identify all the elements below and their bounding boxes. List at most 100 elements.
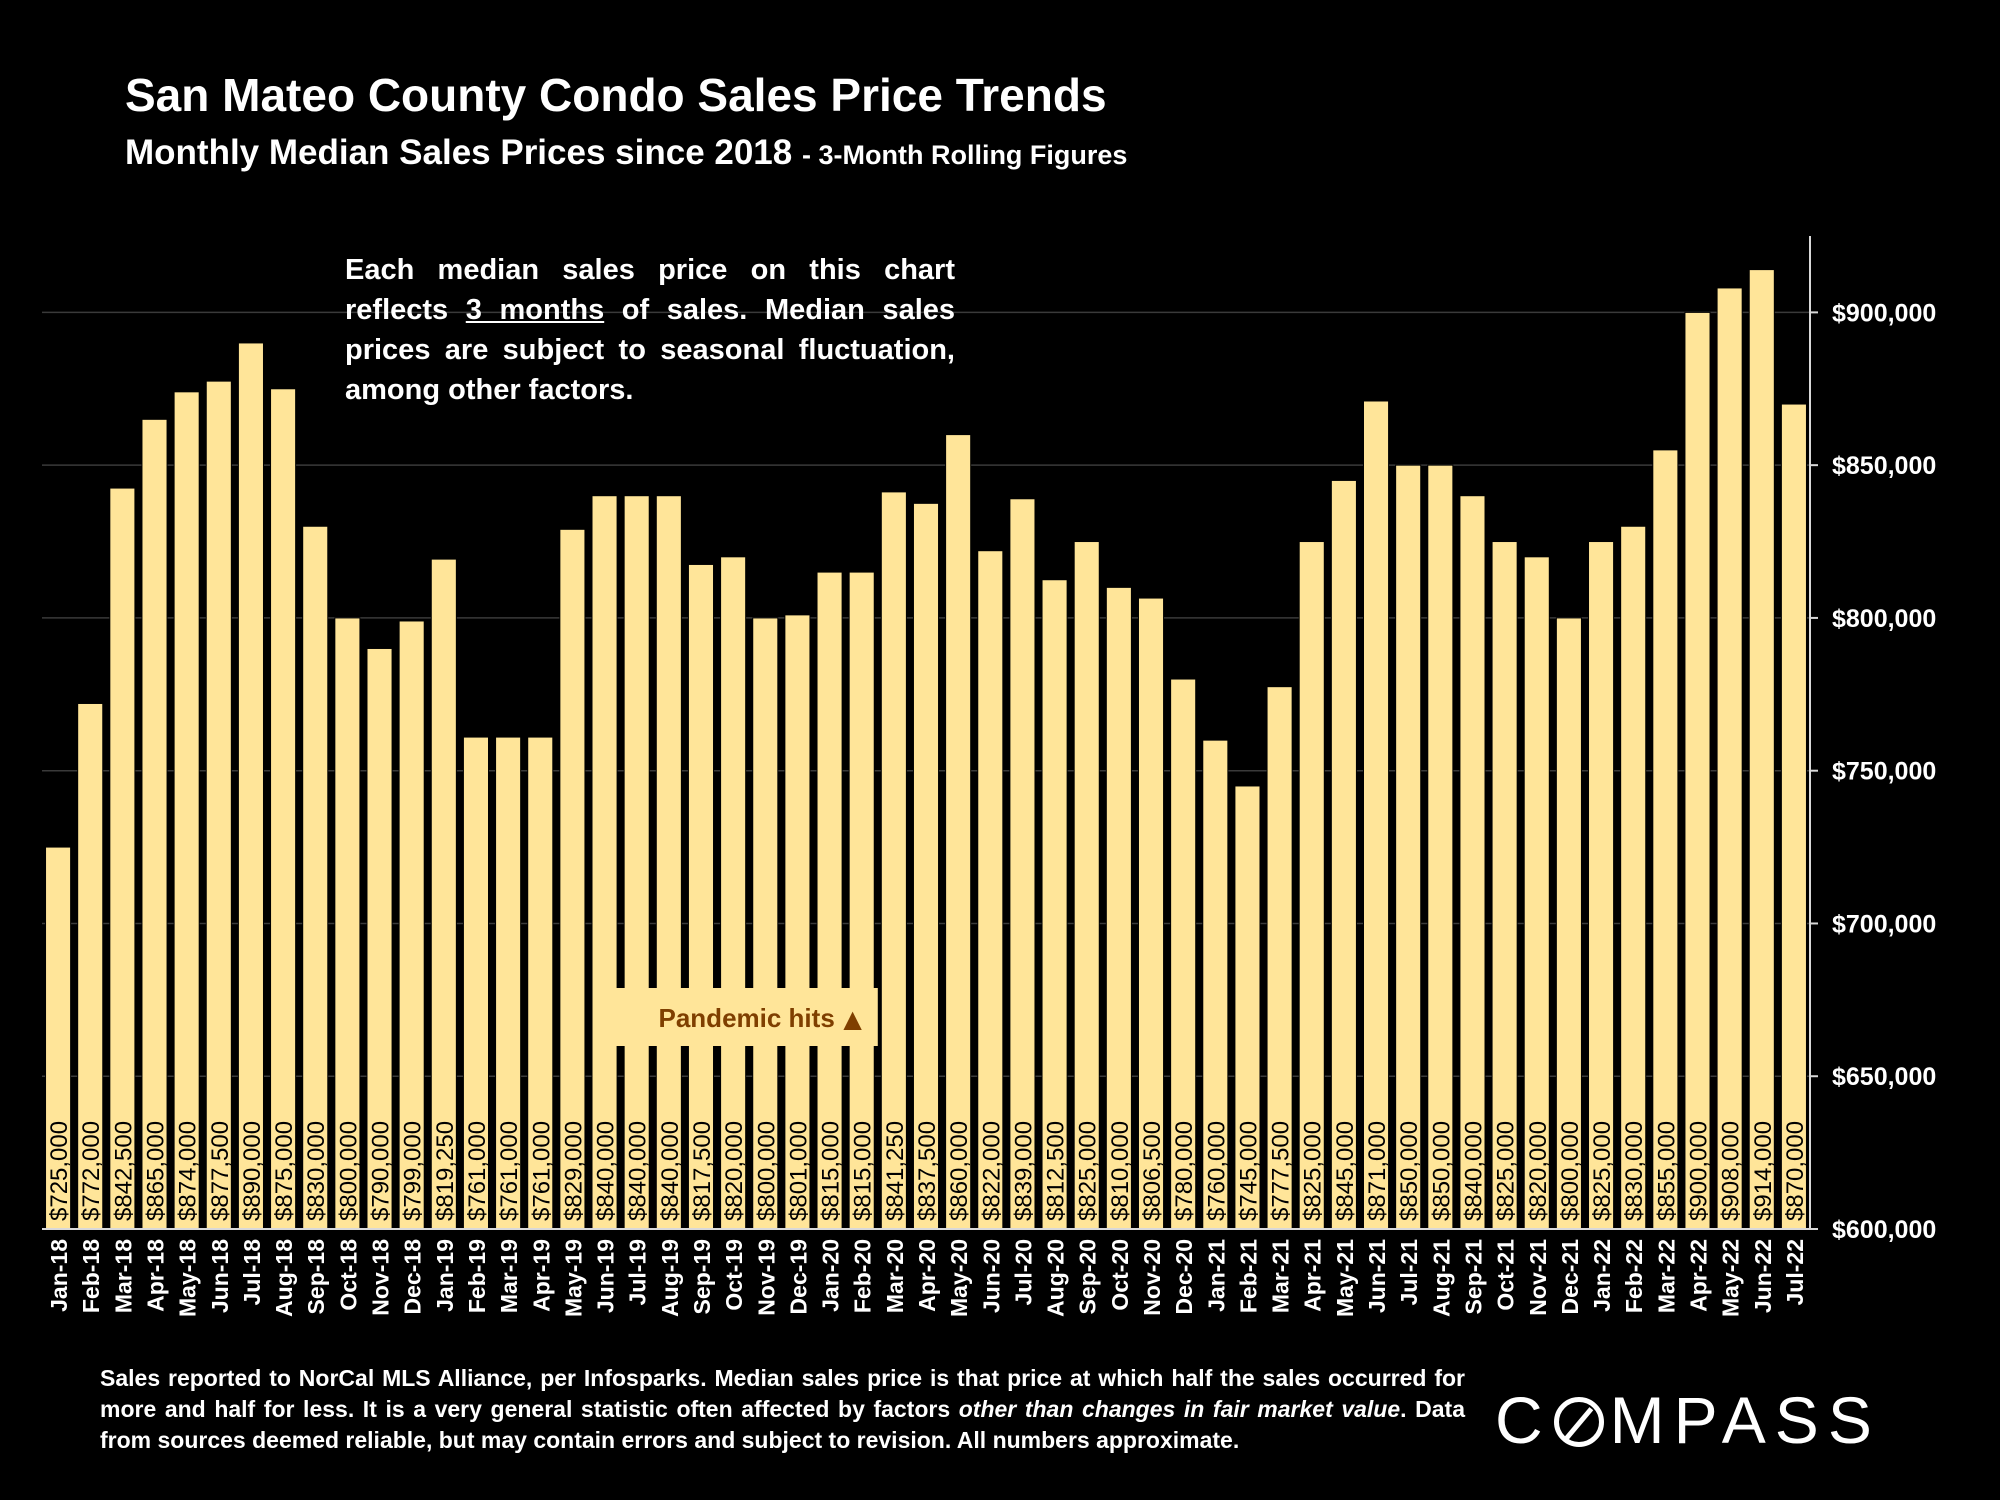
bar-value-label: $761,000	[464, 1121, 491, 1221]
subtitle-suffix: - 3-Month Rolling Figures	[801, 140, 1128, 170]
bar-value-label: $745,000	[1235, 1121, 1262, 1221]
annotation-group: Pandemic hits ▲	[614, 988, 878, 1046]
bar	[1652, 449, 1679, 1230]
bar	[784, 614, 811, 1230]
source-footnote: Sales reported to NorCal MLS Alliance, p…	[100, 1363, 1465, 1456]
x-tick-label: Nov-20	[1139, 1239, 1165, 1316]
axes: $600,000 $650,000 $700,000 $750,000 $800,000…	[42, 236, 1936, 1317]
bar-value-label: $837,500	[914, 1121, 941, 1221]
note-text-1: Each median sales price on this chart re…	[345, 254, 955, 326]
note-text-2: of sales. Median sales prices are subjec…	[345, 294, 956, 406]
y-tick-label: $800,000	[1832, 605, 1936, 633]
bar-value-label: $877,500	[207, 1121, 234, 1221]
x-tick-label: Aug-18	[271, 1239, 297, 1317]
bar	[334, 617, 361, 1230]
bar-value-label: $800,000	[335, 1121, 362, 1221]
bar-value-label: $800,000	[1557, 1121, 1584, 1221]
annotation-box	[614, 988, 878, 1046]
footnote-text-2: . Data from sources deemed reliable, but…	[100, 1396, 1465, 1453]
footnote-italic: other than changes in fair market value	[958, 1396, 1401, 1422]
bar-value-label: $890,000	[239, 1121, 266, 1221]
bar	[1684, 311, 1711, 1230]
x-tick-label: Jun-21	[1364, 1239, 1390, 1313]
x-tick-label: Sep-18	[303, 1239, 329, 1315]
x-tick-label: Oct-18	[335, 1239, 361, 1311]
bar	[720, 556, 747, 1230]
bar-value-label: $801,000	[785, 1121, 812, 1221]
bar	[1748, 269, 1775, 1230]
x-tick-label: May-18	[175, 1239, 201, 1317]
x-tick-label: May-20	[946, 1239, 972, 1317]
x-tick-label: Jul-18	[239, 1239, 265, 1306]
bar	[1298, 541, 1325, 1230]
x-tick-label: Apr-21	[1300, 1239, 1326, 1312]
x-tick-label: Nov-21	[1525, 1239, 1551, 1316]
bar-value-label: $780,000	[1171, 1121, 1198, 1221]
bar-value-label: $850,000	[1428, 1121, 1455, 1221]
bar	[1041, 579, 1068, 1230]
bar	[77, 702, 104, 1230]
logo-text-start: C	[1495, 1383, 1552, 1457]
x-tick-label: Jul-21	[1396, 1239, 1422, 1306]
bar	[1202, 739, 1229, 1230]
bar	[237, 342, 264, 1230]
bar-value-label: $841,250	[882, 1121, 909, 1221]
y-tick-label: $600,000	[1832, 1216, 1936, 1244]
x-tick-label: Jul-19	[625, 1239, 651, 1305]
bar	[1620, 525, 1647, 1230]
annotation-label: Pandemic hits	[659, 1003, 835, 1033]
x-tick-label: Nov-18	[368, 1239, 394, 1316]
bar-chart: $725,000 $772,000 $842,500 $865,000 $874,000…	[42, 236, 1936, 1317]
x-tick-label: Apr-18	[143, 1239, 169, 1312]
x-tick-label: Apr-22	[1685, 1239, 1711, 1312]
x-tick-label: Feb-20	[850, 1239, 876, 1313]
up-triangle-icon: ▲	[843, 1005, 862, 1033]
x-tick-label: Dec-19	[785, 1239, 811, 1314]
bar-value-label: $870,000	[1782, 1121, 1809, 1221]
x-tick-label: Aug-21	[1428, 1239, 1454, 1317]
bar-value-label: $761,000	[528, 1121, 555, 1221]
bar	[1073, 541, 1100, 1230]
bar	[848, 571, 875, 1230]
x-tick-label: Oct-21	[1493, 1239, 1519, 1311]
x-tick-label: Mar-22	[1653, 1239, 1679, 1313]
x-tick-label: Feb-18	[78, 1239, 104, 1313]
bar-value-label: $908,000	[1718, 1121, 1745, 1221]
bar	[912, 502, 940, 1230]
x-tick-label: Oct-19	[721, 1239, 747, 1311]
x-tick-label: Mar-19	[496, 1239, 522, 1313]
y-tick-label: $700,000	[1832, 910, 1936, 938]
bar-value-label: $840,000	[625, 1121, 652, 1221]
bar	[205, 380, 232, 1230]
x-tick-label: May-19	[560, 1239, 586, 1317]
bar-value-label: $825,000	[1493, 1121, 1520, 1221]
bar	[1459, 495, 1486, 1230]
x-tick-label: Jul-20	[1010, 1239, 1036, 1305]
bar	[1266, 686, 1293, 1230]
x-tick-label: Dec-21	[1557, 1239, 1583, 1315]
compass-o-icon	[1553, 1397, 1604, 1447]
bar-value-label: $860,000	[946, 1121, 973, 1221]
x-tick-label: May-22	[1718, 1239, 1744, 1317]
bar	[1330, 479, 1357, 1230]
bar	[752, 617, 779, 1230]
bar	[559, 528, 586, 1230]
chart-note: Each median sales price on this chart re…	[345, 250, 955, 410]
x-tick-label: Jun-18	[207, 1239, 233, 1313]
bar	[1362, 400, 1390, 1230]
bar-value-label: $914,000	[1750, 1121, 1777, 1221]
bar-value-label: $810,000	[1107, 1121, 1134, 1221]
bar	[527, 736, 554, 1230]
bar	[623, 495, 650, 1230]
bar-value-label: $815,000	[850, 1121, 877, 1221]
bar	[462, 736, 490, 1230]
bar-value-label: $761,000	[496, 1121, 523, 1221]
bar-value-label: $871,000	[1364, 1121, 1391, 1221]
bar	[173, 391, 200, 1230]
bar-value-label: $865,000	[143, 1121, 170, 1221]
bar-value-label: $799,000	[400, 1121, 427, 1221]
bar	[1555, 617, 1582, 1230]
chart-title: San Mateo County Condo Sales Price Trend…	[125, 69, 1107, 121]
x-tick-label: Sep-19	[689, 1239, 715, 1314]
bar-value-label: $760,000	[1203, 1121, 1230, 1221]
